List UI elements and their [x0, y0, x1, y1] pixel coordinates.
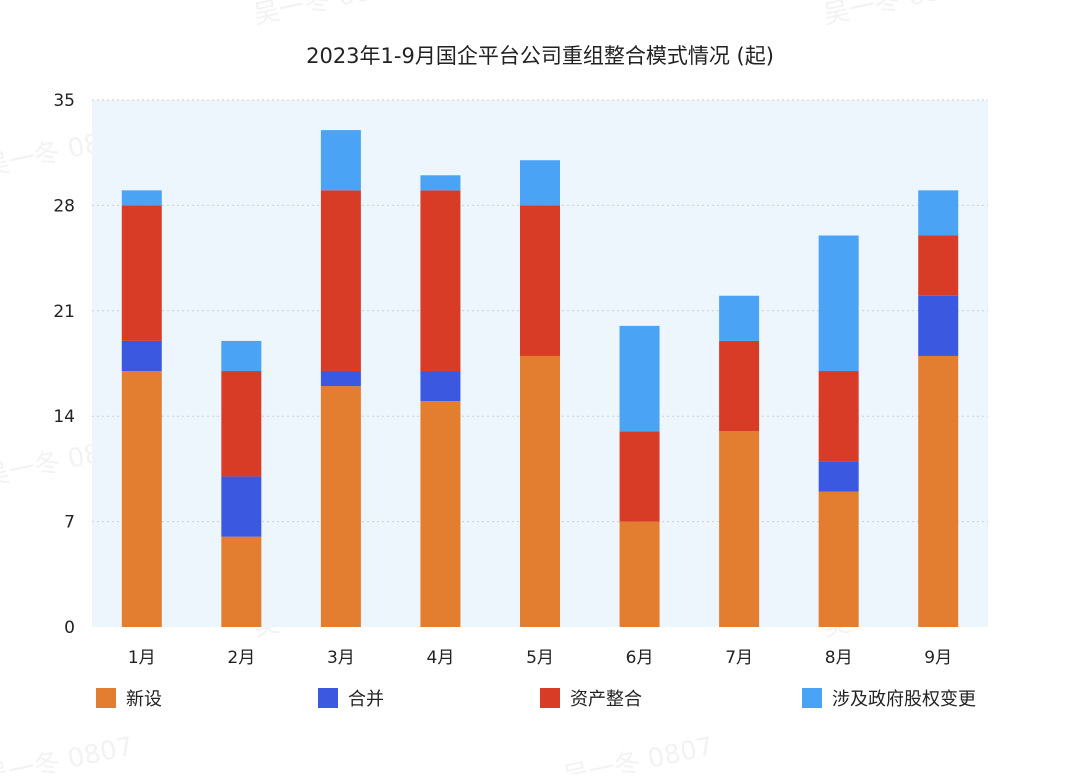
bar-segment — [420, 371, 461, 402]
x-tick-label: 4月 — [427, 648, 455, 668]
y-tick-label: 0 — [64, 618, 75, 638]
legend-label: 涉及政府股权变更 — [832, 689, 976, 710]
legend-label: 合并 — [348, 689, 384, 710]
legend-swatch — [540, 688, 560, 708]
x-axis-tick-labels: 1月 2月 3月 4月 5月 6月 7月 8月 9月 — [128, 648, 952, 668]
bar-segment — [719, 295, 760, 341]
legend-label: 资产整合 — [570, 689, 642, 710]
y-tick-label: 28 — [53, 196, 75, 216]
bar-segment — [818, 461, 859, 492]
bar-segment — [420, 175, 461, 191]
bar-segment — [619, 325, 660, 432]
bar-segment — [719, 431, 760, 627]
bar-segment — [221, 340, 262, 372]
bar-segment — [420, 190, 461, 372]
x-tick-label: 6月 — [626, 648, 654, 668]
bar-segment — [320, 190, 361, 372]
bar-segment — [121, 205, 162, 341]
legend-swatch — [96, 688, 116, 708]
y-tick-label: 21 — [53, 302, 75, 322]
legend-swatch — [802, 688, 822, 708]
x-tick-label: 3月 — [327, 648, 355, 668]
bars — [121, 130, 959, 627]
bar-segment — [520, 205, 560, 356]
bar-segment — [320, 130, 361, 191]
x-tick-label: 2月 — [227, 648, 255, 668]
bar-segment — [918, 355, 959, 627]
watermark-text: 吴一冬 0807 — [251, 0, 406, 31]
y-axis-tick-labels: 0 7 14 21 28 35 — [53, 91, 75, 638]
bar-segment — [818, 235, 859, 372]
bar-segment — [619, 521, 660, 627]
chart-title: 2023年1-9月国企平台公司重组整合模式情况 (起) — [306, 44, 774, 68]
x-tick-label: 9月 — [924, 648, 952, 668]
bar-segment — [121, 340, 162, 372]
bar-segment — [221, 371, 262, 477]
y-tick-label: 7 — [64, 513, 75, 533]
x-tick-label: 1月 — [128, 648, 156, 668]
bar-segment — [818, 371, 859, 462]
y-tick-label: 35 — [53, 91, 75, 111]
x-tick-label: 5月 — [526, 648, 554, 668]
bar-segment — [918, 235, 959, 296]
bar-segment — [818, 491, 859, 627]
x-tick-label: 8月 — [825, 648, 853, 668]
bar-segment — [121, 371, 162, 627]
legend: 新设 合并 资产整合 涉及政府股权变更 — [96, 688, 976, 710]
watermark-text: 吴一冬 0807 — [0, 732, 136, 774]
y-tick-label: 14 — [53, 407, 75, 427]
bar-segment — [619, 431, 660, 522]
legend-swatch — [318, 688, 338, 708]
bar-segment — [520, 355, 560, 627]
bar-segment — [520, 160, 560, 206]
bar-segment — [918, 295, 959, 356]
bar-segment — [121, 190, 162, 206]
watermark-text: 吴一冬 0807 — [821, 0, 976, 31]
bar-segment — [221, 476, 262, 537]
bar-segment — [918, 190, 959, 236]
bar-segment — [221, 536, 262, 627]
bar-segment — [320, 371, 361, 387]
watermark-text: 吴一冬 0807 — [561, 732, 716, 774]
bar-segment — [320, 386, 361, 627]
bar-segment — [719, 340, 760, 432]
bar-segment — [420, 401, 461, 627]
x-tick-label: 7月 — [725, 648, 753, 668]
legend-label: 新设 — [126, 689, 162, 710]
